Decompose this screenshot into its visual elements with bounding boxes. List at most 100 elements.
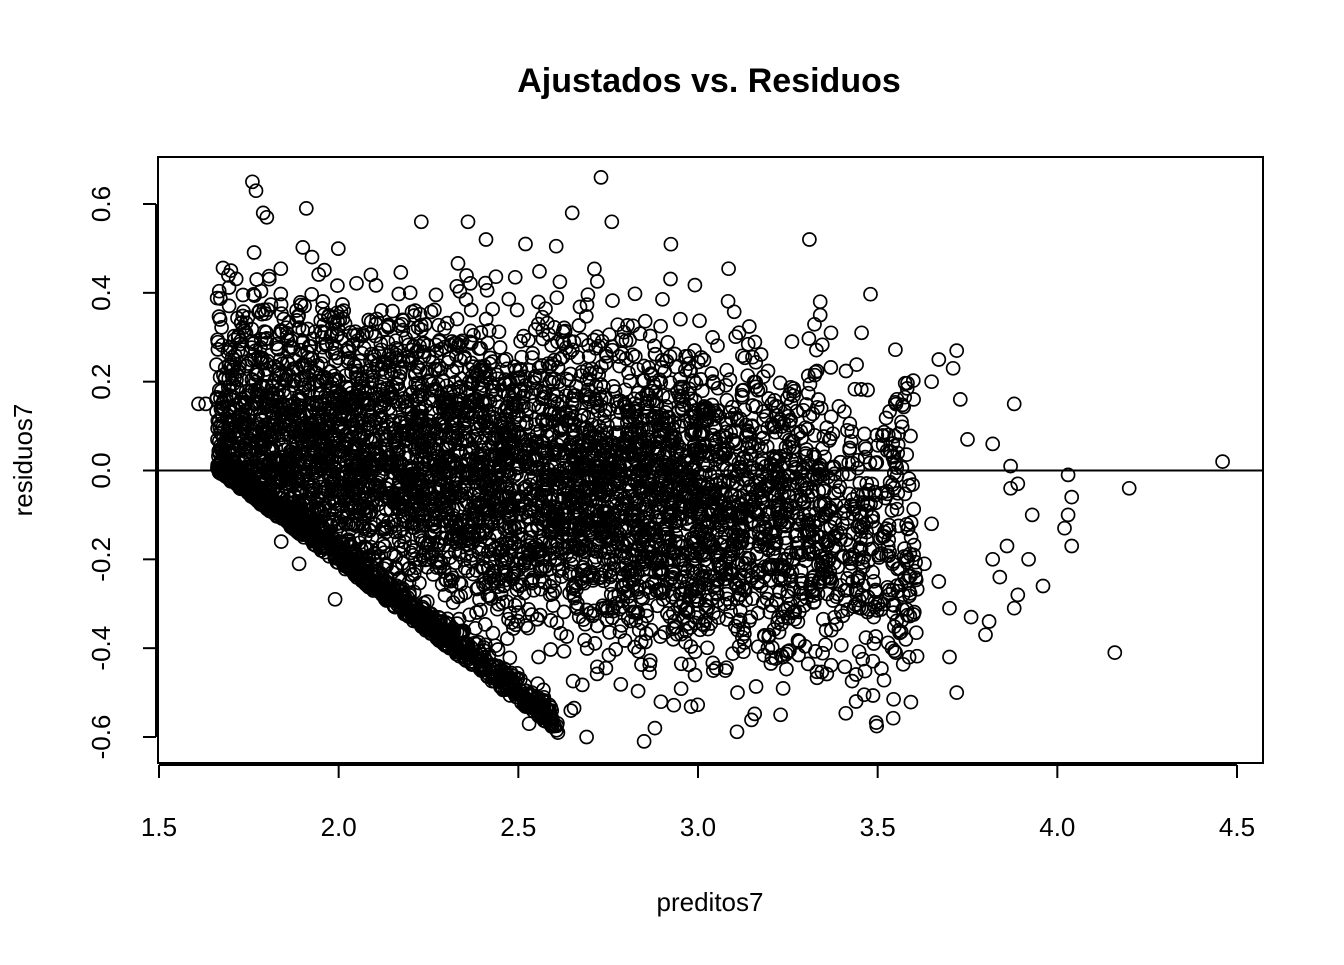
data-point bbox=[733, 326, 746, 339]
data-point bbox=[905, 531, 918, 544]
data-point bbox=[731, 725, 744, 738]
data-point bbox=[568, 702, 581, 715]
x-tick-label: 3.5 bbox=[860, 812, 896, 842]
x-tick-label: 4.0 bbox=[1039, 812, 1075, 842]
data-point bbox=[250, 273, 263, 286]
data-point bbox=[591, 275, 604, 288]
data-point bbox=[464, 277, 477, 290]
data-point bbox=[550, 291, 563, 304]
data-point bbox=[614, 678, 627, 691]
data-point bbox=[887, 712, 900, 725]
data-point bbox=[532, 651, 545, 664]
data-point bbox=[832, 400, 845, 413]
data-point bbox=[838, 405, 851, 418]
data-point bbox=[606, 294, 619, 307]
data-point bbox=[675, 682, 688, 695]
data-point bbox=[306, 251, 319, 264]
data-point bbox=[639, 315, 652, 328]
y-tick-label: -0.4 bbox=[86, 626, 116, 671]
data-point bbox=[786, 335, 799, 348]
data-point bbox=[875, 662, 888, 675]
data-point bbox=[722, 262, 735, 275]
data-point bbox=[808, 318, 821, 331]
data-point bbox=[654, 320, 667, 333]
data-point bbox=[664, 273, 677, 286]
data-point bbox=[656, 293, 669, 306]
data-point bbox=[911, 650, 924, 663]
data-point bbox=[689, 669, 702, 682]
data-point bbox=[248, 246, 261, 259]
data-point bbox=[479, 277, 492, 290]
data-point bbox=[812, 393, 825, 406]
data-point bbox=[632, 685, 645, 698]
data-point bbox=[780, 663, 793, 676]
data-point bbox=[588, 262, 601, 275]
y-tick-label: -0.6 bbox=[86, 715, 116, 760]
data-point bbox=[850, 358, 863, 371]
data-point bbox=[887, 693, 900, 706]
x-tick-label: 3.0 bbox=[680, 812, 716, 842]
chart-title: Ajustados vs. Residuos bbox=[517, 62, 901, 100]
data-point bbox=[728, 305, 741, 318]
data-point bbox=[430, 288, 443, 301]
x-axis: 1.5 2.0 2.5 3.0 3.5 4.0 4.5 bbox=[141, 765, 1255, 842]
data-point bbox=[654, 695, 667, 708]
x-tick-label: 1.5 bbox=[141, 812, 177, 842]
data-point bbox=[502, 293, 515, 306]
data-point bbox=[350, 277, 363, 290]
data-point bbox=[274, 262, 287, 275]
data-point bbox=[394, 266, 407, 279]
data-point bbox=[470, 606, 483, 619]
data-point bbox=[693, 314, 706, 327]
data-point bbox=[544, 643, 557, 656]
data-point bbox=[802, 332, 815, 345]
data-point bbox=[824, 361, 837, 374]
y-tick-label: 0.6 bbox=[86, 186, 116, 222]
x-tick-label: 4.5 bbox=[1219, 812, 1255, 842]
x-tick-label: 2.5 bbox=[500, 812, 536, 842]
data-point bbox=[907, 503, 920, 516]
data-point bbox=[835, 639, 848, 652]
data-point bbox=[223, 299, 236, 312]
data-point bbox=[533, 265, 546, 278]
data-point bbox=[370, 279, 383, 292]
data-point bbox=[701, 641, 714, 654]
data-point bbox=[688, 279, 701, 292]
data-point bbox=[853, 645, 866, 658]
data-point bbox=[777, 682, 790, 695]
data-point bbox=[452, 257, 465, 270]
data-point bbox=[900, 448, 913, 461]
data-point bbox=[558, 645, 571, 658]
y-tick-label: 0.4 bbox=[86, 275, 116, 311]
data-point bbox=[855, 326, 868, 339]
data-point bbox=[858, 688, 871, 701]
x-tick-label: 2.0 bbox=[321, 812, 357, 842]
data-point bbox=[664, 238, 677, 251]
data-point bbox=[661, 336, 674, 349]
data-point bbox=[572, 319, 585, 332]
data-point bbox=[629, 287, 642, 300]
data-point bbox=[553, 275, 566, 288]
data-point bbox=[864, 288, 877, 301]
y-axis: -0.6-0.4-0.20.00.20.40.6 bbox=[86, 186, 156, 759]
data-point bbox=[729, 330, 742, 343]
data-point bbox=[839, 707, 852, 720]
y-tick-label: -0.2 bbox=[86, 537, 116, 582]
data-point bbox=[486, 303, 499, 316]
data-point bbox=[858, 427, 871, 440]
data-point bbox=[889, 343, 902, 356]
data-point bbox=[674, 313, 687, 326]
data-point bbox=[210, 358, 223, 371]
data-point bbox=[509, 271, 522, 284]
data-point bbox=[511, 304, 524, 317]
y-tick-label: 0.0 bbox=[86, 452, 116, 488]
data-point bbox=[816, 647, 829, 660]
data-point bbox=[838, 660, 851, 673]
data-point bbox=[750, 680, 763, 693]
data-point bbox=[667, 699, 680, 712]
data-point bbox=[574, 300, 587, 313]
data-point bbox=[550, 240, 563, 253]
data-point bbox=[331, 279, 344, 292]
